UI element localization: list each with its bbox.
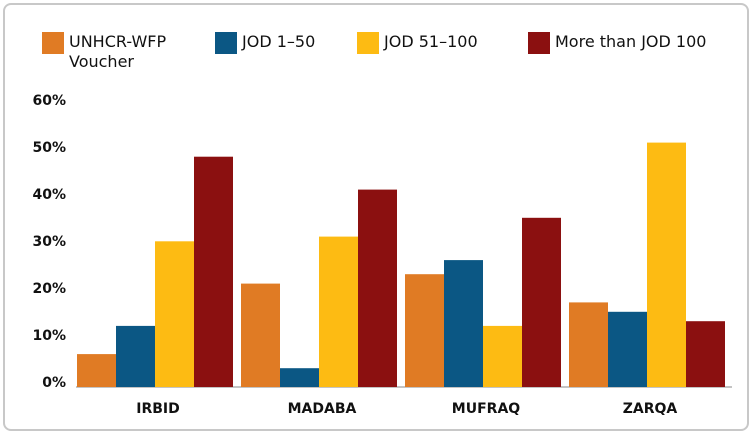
bar [405, 274, 444, 387]
legend-label: JOD 51–100 [384, 32, 478, 51]
legend-label: UNHCR-WFP Voucher [69, 32, 167, 71]
bar [194, 156, 233, 387]
bar [686, 321, 725, 387]
legend-label: JOD 1–50 [242, 32, 316, 51]
y-tick-label: 10% [32, 328, 66, 344]
y-tick-label: 20% [32, 281, 66, 297]
y-tick-label: 50% [32, 140, 66, 156]
frame [3, 3, 749, 431]
legend-item: JOD 1–50 [215, 32, 315, 54]
x-tick-label: MUFRAQ [452, 401, 520, 417]
bar [483, 325, 522, 387]
legend-item: UNHCR-WFP Voucher [42, 32, 189, 72]
bar [116, 325, 155, 387]
y-tick-label: 40% [32, 187, 66, 203]
bar [241, 283, 280, 387]
bar [280, 368, 319, 387]
x-tick-label: MADABA [288, 401, 357, 417]
legend-item: JOD 51–100 [357, 32, 478, 54]
y-tick-label: 0% [42, 375, 66, 391]
bar [77, 354, 116, 387]
legend-swatch [215, 32, 237, 54]
y-tick-label: 60% [32, 93, 66, 109]
bar [522, 217, 561, 387]
legend-swatch [357, 32, 379, 54]
x-tick-label: ZARQA [623, 401, 678, 417]
bar [319, 236, 358, 387]
legend-swatch [42, 32, 64, 54]
legend-swatch [528, 32, 550, 54]
legend-label: More than JOD 100 [555, 32, 707, 51]
bar [358, 189, 397, 387]
y-tick-label: 30% [32, 234, 66, 250]
bar [569, 302, 608, 387]
bar [155, 241, 194, 387]
bar [647, 142, 686, 387]
bar [444, 260, 483, 387]
legend-item: More than JOD 100 [528, 32, 706, 54]
x-tick-label: IRBID [136, 401, 180, 417]
bar [608, 311, 647, 387]
